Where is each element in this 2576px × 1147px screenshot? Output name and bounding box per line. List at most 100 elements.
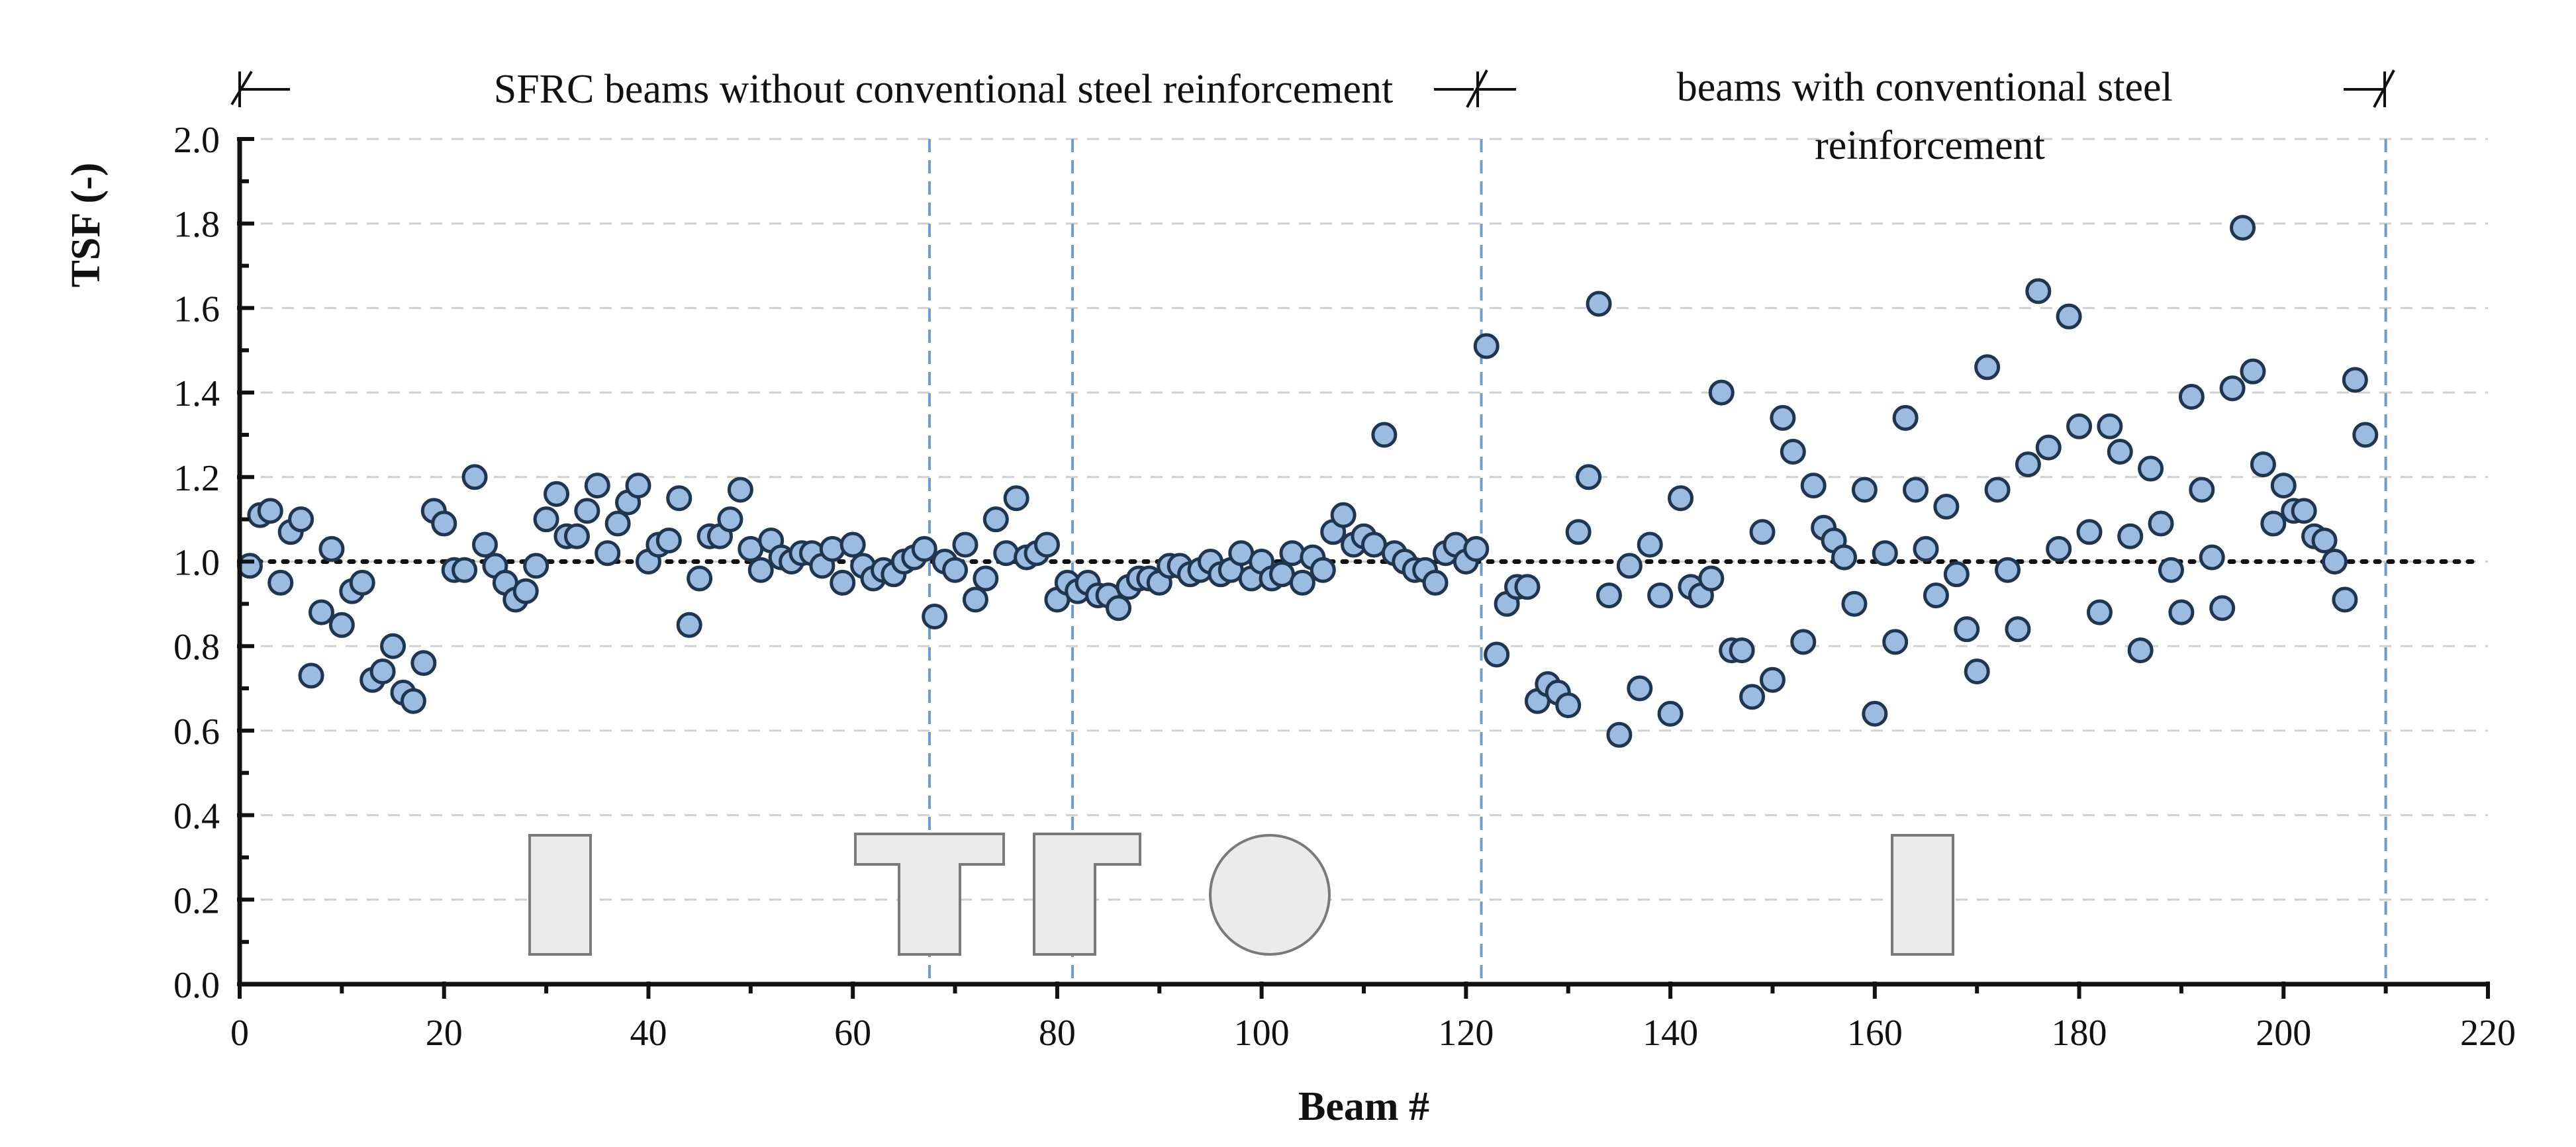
x-tick-label-6: 120 (1438, 1013, 1494, 1054)
data-point-174 (2005, 616, 2031, 643)
data-point-133 (1586, 291, 1612, 317)
data-point-202 (2291, 498, 2317, 524)
data-point-48 (717, 506, 743, 533)
data-point-10 (328, 612, 355, 638)
data-point-12 (349, 569, 375, 596)
data-point-197 (2240, 358, 2266, 385)
data-point-170 (1964, 659, 1990, 685)
data-point-152 (1780, 438, 1806, 465)
data-point-29 (523, 553, 549, 579)
data-point-161 (1872, 540, 1898, 567)
data-point-194 (2209, 595, 2236, 621)
data-point-1 (236, 553, 263, 579)
data-point-187 (2138, 455, 2164, 482)
data-point-141 (1668, 485, 1694, 512)
data-point-76 (1003, 485, 1029, 512)
data-point-7 (298, 663, 324, 689)
data-point-59 (830, 569, 856, 596)
data-point-130 (1555, 692, 1582, 719)
data-point-138 (1637, 531, 1663, 558)
data-point-184 (2107, 438, 2133, 465)
x-tick-label-7: 140 (1643, 1013, 1698, 1054)
data-point-30 (533, 506, 559, 533)
x-ticks: 0 20 40 60 80 100 120 140 160 180 200 220 (230, 982, 2516, 1054)
data-point-171 (1974, 354, 2001, 381)
data-point-150 (1759, 666, 1786, 693)
t-section-flange-both-icon (854, 833, 1005, 956)
data-point-24 (471, 531, 498, 558)
data-point-206 (2332, 586, 2358, 613)
data-point-15 (380, 633, 406, 659)
data-point-123 (1484, 641, 1510, 668)
y-tick-label-6: 1.2 (173, 458, 220, 499)
data-point-154 (1800, 473, 1827, 499)
data-point-86 (1106, 595, 1132, 621)
data-point-207 (2342, 367, 2368, 393)
data-point-145 (1708, 379, 1735, 406)
data-point-151 (1770, 404, 1796, 431)
data-point-75 (993, 540, 1020, 567)
data-point-136 (1616, 553, 1643, 579)
band-label-without-steel: SFRC beams without conventional steel re… (494, 67, 1394, 112)
data-point-208 (2352, 422, 2379, 448)
data-point-137 (1627, 675, 1653, 702)
data-point-165 (1913, 535, 1939, 562)
data-point-51 (747, 557, 774, 583)
y-axis-title: TSF (-) (64, 163, 109, 288)
y-tick-label-2: 0.4 (173, 796, 220, 837)
data-point-28 (512, 578, 539, 604)
data-point-106 (1310, 557, 1336, 583)
data-point-158 (1841, 590, 1868, 617)
data-point-192 (2189, 477, 2215, 503)
data-point-181 (2076, 519, 2103, 545)
data-point-6 (288, 506, 314, 533)
y-tick-label-8: 1.6 (173, 289, 220, 330)
data-point-68 (922, 604, 948, 630)
y-tick-label-1: 0.2 (173, 880, 220, 921)
data-point-135 (1606, 721, 1633, 748)
data-point-172 (1984, 477, 2011, 503)
y-tick-label-7: 1.4 (173, 373, 220, 414)
data-point-175 (2015, 451, 2041, 478)
x-tick-label-11: 220 (2460, 1013, 2516, 1054)
x-tick-label-1: 20 (426, 1013, 463, 1054)
data-point-173 (1994, 557, 2021, 583)
data-point-191 (2178, 383, 2205, 410)
data-point-205 (2321, 549, 2348, 574)
data-point-4 (267, 569, 294, 596)
circular-section-icon (1209, 834, 1331, 956)
t-section-flange-one-icon (1033, 833, 1141, 956)
data-point-36 (595, 540, 621, 567)
data-point-159 (1851, 477, 1878, 503)
data-point-193 (2199, 544, 2225, 571)
data-point-8 (308, 599, 334, 625)
data-point-163 (1892, 404, 1919, 431)
x-tick-label-9: 180 (2052, 1013, 2107, 1054)
x-tick-label-4: 80 (1039, 1013, 1076, 1054)
data-point-23 (461, 464, 488, 490)
data-point-164 (1903, 477, 1929, 503)
data-point-179 (2056, 303, 2082, 330)
data-point-185 (2117, 523, 2144, 549)
data-point-169 (1954, 616, 1980, 643)
x-tick-label-2: 40 (630, 1013, 667, 1054)
x-tick-label-8: 160 (1847, 1013, 1903, 1054)
data-point-149 (1749, 519, 1776, 545)
data-point-45 (687, 565, 713, 592)
data-point-117 (1422, 569, 1449, 596)
y-tick-label-3: 0.6 (173, 711, 220, 753)
data-point-176 (2025, 278, 2052, 304)
data-point-126 (1514, 574, 1541, 600)
data-point-198 (2250, 451, 2276, 478)
data-point-20 (431, 510, 457, 537)
data-point-167 (1933, 493, 1960, 520)
x-tick-label-10: 200 (2256, 1013, 2311, 1054)
band-bracket-left-tick (230, 70, 253, 106)
data-point-67 (911, 535, 937, 562)
data-point-160 (1862, 700, 1888, 727)
data-point-178 (2046, 535, 2072, 562)
data-point-131 (1565, 519, 1592, 545)
data-point-140 (1657, 700, 1684, 727)
data-point-103 (1279, 540, 1306, 567)
y-tick-label-5: 1.0 (173, 543, 220, 584)
